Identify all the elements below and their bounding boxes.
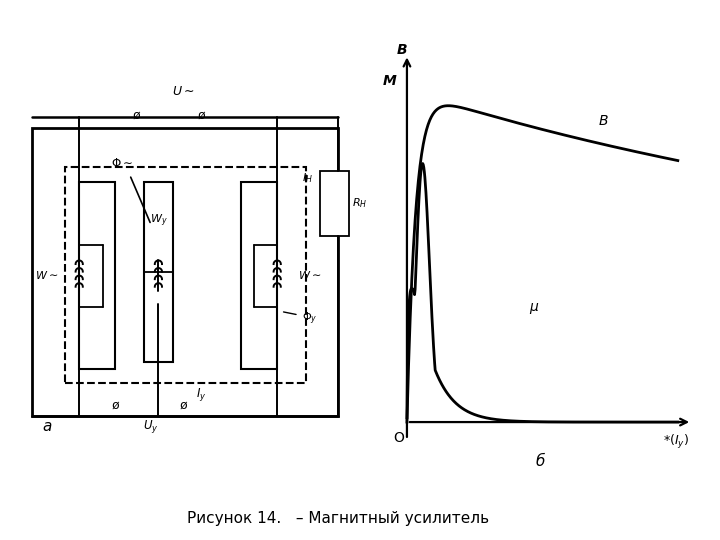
Text: ø: ø	[133, 109, 140, 122]
Text: $\Phi\sim$: $\Phi\sim$	[112, 157, 133, 170]
Text: $U_y$: $U_y$	[143, 418, 159, 435]
Text: $W\sim$: $W\sim$	[35, 269, 58, 281]
Text: $*(I_y)$: $*(I_y)$	[663, 433, 689, 451]
Text: В: В	[598, 114, 608, 128]
Text: б: б	[535, 455, 545, 469]
Text: $\Phi_y$: $\Phi_y$	[302, 310, 318, 327]
Text: ø: ø	[112, 399, 119, 411]
Text: ø: ø	[198, 109, 205, 122]
Text: О: О	[394, 430, 405, 444]
Text: а: а	[42, 419, 52, 434]
Text: ø: ø	[180, 399, 187, 411]
Text: $W\sim$: $W\sim$	[298, 269, 321, 281]
Text: М: М	[382, 74, 397, 88]
Text: $I_y$: $I_y$	[197, 386, 207, 403]
Text: $I_H$: $I_H$	[302, 171, 313, 185]
Text: $W_y$: $W_y$	[150, 212, 167, 228]
Text: В: В	[397, 43, 408, 57]
Text: μ: μ	[529, 300, 538, 314]
Text: $U\sim$: $U\sim$	[172, 85, 195, 98]
Polygon shape	[320, 171, 349, 236]
Text: Рисунок 14.   – Магнитный усилитель: Рисунок 14. – Магнитный усилитель	[187, 511, 490, 526]
Text: $R_H$: $R_H$	[352, 197, 368, 210]
